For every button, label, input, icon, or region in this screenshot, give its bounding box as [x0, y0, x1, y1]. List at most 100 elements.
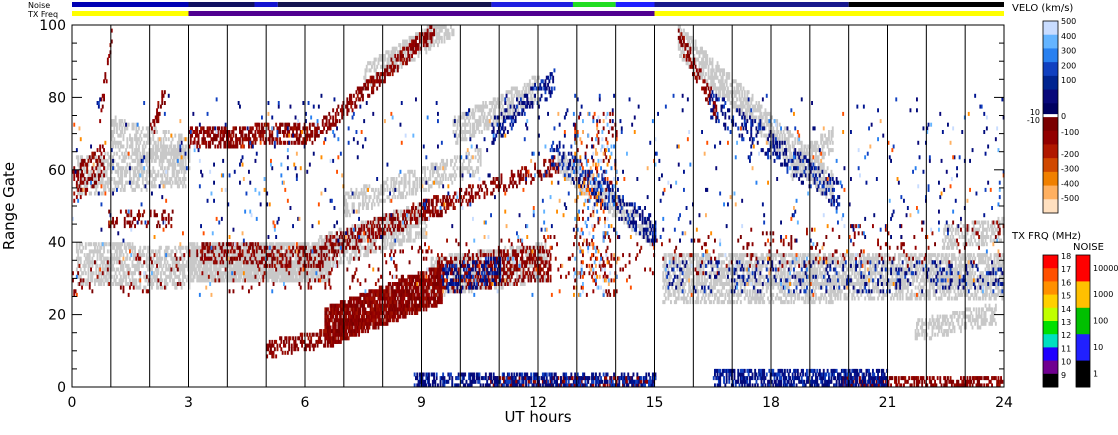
- data-cell: [474, 108, 477, 113]
- data-cell: [305, 260, 307, 265]
- data-cell: [233, 253, 236, 258]
- data-cell: [87, 274, 90, 279]
- data-cell: [522, 282, 525, 286]
- data-cell: [257, 256, 259, 261]
- data-cell: [165, 144, 168, 149]
- data-cell: [294, 278, 297, 283]
- data-cell: [246, 263, 249, 268]
- data-cell: [235, 271, 237, 276]
- data-cell: [118, 271, 121, 276]
- data-cell: [118, 140, 121, 145]
- data-cell: [197, 253, 200, 258]
- data-cell: [87, 260, 90, 265]
- data-cell: [129, 278, 131, 283]
- data-cell: [431, 263, 434, 268]
- data-cell: [129, 137, 131, 142]
- data-cell: [712, 79, 715, 84]
- data-cell: [450, 177, 452, 181]
- data-cell: [189, 253, 192, 258]
- data-cell: [86, 155, 89, 160]
- data-cell: [136, 130, 139, 134]
- data-cell: [362, 198, 364, 203]
- data-cell: [219, 242, 222, 247]
- data-cell: [492, 119, 495, 124]
- data-cell: [134, 256, 136, 261]
- data-cell: [525, 245, 527, 250]
- data-cell: [424, 220, 426, 225]
- data-cell: [719, 72, 722, 77]
- data-cell: [100, 191, 103, 196]
- data-cell: [209, 260, 212, 265]
- data-cell: [165, 263, 168, 268]
- data-cell: [217, 245, 219, 250]
- data-cell: [88, 249, 91, 254]
- data-cell: [280, 256, 283, 261]
- data-cell: [201, 274, 204, 279]
- data-cell: [680, 28, 683, 33]
- data-cell: [791, 140, 794, 145]
- data-cell: [223, 242, 226, 247]
- data-cell: [84, 180, 87, 185]
- data-cell: [267, 274, 270, 279]
- data-cell: [325, 271, 328, 276]
- data-cell: [161, 180, 164, 185]
- data-cell: [508, 256, 511, 261]
- data-cell: [113, 177, 116, 181]
- data-cell: [433, 263, 435, 268]
- data-cell: [119, 177, 122, 181]
- data-cell: [308, 260, 311, 265]
- data-cell: [330, 256, 333, 261]
- data-cell: [157, 256, 160, 261]
- data-cell: [118, 119, 121, 124]
- data-cell: [174, 144, 177, 149]
- data-cell: [519, 263, 522, 268]
- data-cell: [232, 253, 235, 258]
- data-cell: [118, 180, 121, 185]
- data-cell: [131, 126, 134, 131]
- data-cell: [315, 253, 318, 258]
- data-cell: [96, 191, 99, 196]
- data-cell: [106, 263, 109, 268]
- data-cell: [253, 263, 256, 268]
- data-cell: [350, 238, 353, 243]
- data-cell: [182, 253, 184, 258]
- data-cell: [327, 235, 329, 239]
- data-cell: [222, 253, 225, 258]
- data-cell: [768, 111, 771, 116]
- data-cell: [138, 271, 140, 276]
- data-cell: [242, 256, 245, 261]
- data-cell: [415, 231, 417, 236]
- data-cell: [290, 253, 293, 258]
- data-cell: [477, 126, 480, 131]
- data-cell: [149, 140, 152, 145]
- data-cell: [703, 75, 706, 80]
- data-cell: [389, 224, 391, 229]
- data-cell: [272, 274, 275, 279]
- data-cell: [422, 231, 425, 236]
- data-cell: [301, 274, 303, 279]
- data-cell: [165, 130, 168, 134]
- data-cell: [175, 158, 178, 163]
- data-cell: [377, 235, 380, 239]
- data-cell: [604, 198, 606, 203]
- data-cell: [198, 267, 201, 272]
- data-cell: [81, 271, 83, 276]
- data-cell: [158, 253, 161, 258]
- data-cell: [288, 242, 291, 247]
- data-cell: [324, 253, 327, 258]
- data-cell: [334, 245, 337, 250]
- data-cell: [117, 169, 120, 174]
- data-cell: [166, 267, 169, 272]
- data-cell: [237, 271, 240, 276]
- data-cell: [355, 253, 358, 258]
- data-cell: [456, 166, 459, 171]
- data-cell: [310, 271, 313, 276]
- data-cell: [158, 158, 161, 163]
- data-cell: [263, 260, 266, 265]
- data-cell: [408, 173, 411, 178]
- data-cell: [222, 263, 225, 268]
- data-cell: [92, 253, 95, 258]
- data-cell: [349, 213, 351, 218]
- data-cell: [271, 245, 274, 250]
- data-cell: [227, 278, 230, 283]
